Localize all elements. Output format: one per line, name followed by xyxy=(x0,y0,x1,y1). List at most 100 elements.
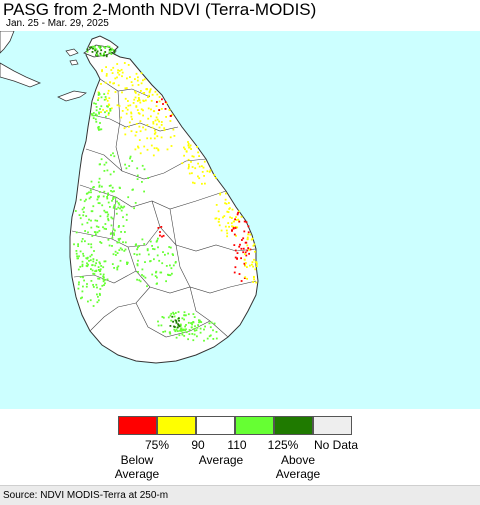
anomaly-pixel xyxy=(113,51,116,54)
anomaly-pixel xyxy=(144,128,147,131)
anomaly-pixel xyxy=(98,292,101,295)
legend-swatch-no-data xyxy=(313,416,352,435)
anomaly-pixel xyxy=(97,196,100,199)
anomaly-pixel xyxy=(156,118,159,121)
legend-category-average: Average xyxy=(186,453,256,467)
anomaly-pixel xyxy=(137,259,139,262)
anomaly-pixel xyxy=(118,70,121,72)
anomaly-pixel xyxy=(111,263,114,265)
legend-average-line1: Average xyxy=(198,453,244,467)
anomaly-pixel xyxy=(149,137,152,140)
anomaly-pixel xyxy=(171,253,174,255)
anomaly-pixel xyxy=(103,170,106,172)
legend-swatch-75-90 xyxy=(157,416,196,435)
anomaly-pixel xyxy=(198,321,200,324)
anomaly-pixel xyxy=(137,93,140,96)
anomaly-pixel xyxy=(196,335,198,338)
anomaly-pixel xyxy=(107,113,110,116)
anomaly-pixel xyxy=(226,235,228,238)
anomaly-pixel xyxy=(185,331,188,334)
anomaly-pixel xyxy=(93,102,95,105)
anomaly-pixel xyxy=(94,118,97,121)
anomaly-pixel xyxy=(138,279,141,282)
anomaly-pixel xyxy=(232,220,235,223)
anomaly-pixel xyxy=(158,126,161,129)
anomaly-pixel xyxy=(134,96,137,99)
anomaly-pixel xyxy=(185,328,187,331)
anomaly-pixel xyxy=(192,181,194,184)
anomaly-pixel xyxy=(208,322,211,325)
anomaly-pixel xyxy=(156,101,158,103)
anomaly-pixel xyxy=(105,66,107,68)
anomaly-pixel xyxy=(170,312,173,315)
anomaly-pixel xyxy=(96,301,99,304)
anomaly-pixel xyxy=(219,193,221,196)
anomaly-pixel xyxy=(140,90,142,92)
anomaly-pixel xyxy=(173,328,176,331)
anomaly-pixel xyxy=(106,196,108,198)
anomaly-pixel xyxy=(124,97,127,100)
anomaly-pixel xyxy=(190,161,192,163)
anomaly-pixel xyxy=(102,273,105,276)
anomaly-pixel xyxy=(117,69,119,72)
anomaly-pixel xyxy=(115,212,118,215)
anomaly-pixel xyxy=(95,233,97,236)
anomaly-pixel xyxy=(120,231,122,233)
anomaly-pixel xyxy=(120,68,123,71)
anomaly-pixel xyxy=(107,219,110,222)
anomaly-pixel xyxy=(102,275,104,278)
anomaly-pixel xyxy=(192,339,195,342)
anomaly-pixel xyxy=(249,233,252,236)
anomaly-pixel xyxy=(160,324,163,327)
anomaly-pixel xyxy=(108,45,111,48)
anomaly-pixel xyxy=(256,265,258,268)
anomaly-pixel xyxy=(191,326,193,329)
anomaly-pixel xyxy=(98,202,101,205)
anomaly-pixel xyxy=(217,220,220,223)
anomaly-pixel xyxy=(91,113,93,115)
anomaly-pixel xyxy=(250,238,253,241)
anomaly-pixel xyxy=(108,104,111,106)
anomaly-pixel xyxy=(185,324,187,326)
anomaly-pixel xyxy=(90,243,93,246)
anomaly-pixel xyxy=(152,248,154,250)
anomaly-pixel xyxy=(111,190,114,193)
anomaly-pixel xyxy=(104,211,107,214)
anomaly-pixel xyxy=(125,219,128,221)
anomaly-pixel xyxy=(86,265,89,268)
anomaly-pixel xyxy=(80,240,83,243)
anomaly-pixel xyxy=(198,319,200,322)
legend-swatch-below-75 xyxy=(118,416,157,435)
anomaly-pixel xyxy=(181,162,184,165)
sri-lanka-map[interactable] xyxy=(0,31,480,409)
anomaly-pixel xyxy=(123,127,126,130)
anomaly-pixel xyxy=(156,282,158,285)
anomaly-pixel xyxy=(169,264,171,267)
anomaly-pixel xyxy=(224,225,227,228)
anomaly-pixel xyxy=(96,54,99,57)
anomaly-pixel xyxy=(95,259,98,262)
anomaly-pixel xyxy=(236,213,239,216)
anomaly-pixel xyxy=(159,234,161,237)
anomaly-pixel xyxy=(111,199,113,202)
anomaly-pixel xyxy=(135,105,138,107)
anomaly-pixel xyxy=(95,52,98,54)
anomaly-pixel xyxy=(91,235,94,237)
anomaly-pixel xyxy=(98,229,101,232)
anomaly-pixel xyxy=(151,126,154,129)
anomaly-pixel xyxy=(246,249,249,252)
anomaly-pixel xyxy=(105,228,107,230)
anomaly-pixel xyxy=(95,120,98,123)
anomaly-pixel xyxy=(93,250,95,252)
anomaly-pixel xyxy=(184,329,186,332)
anomaly-pixel xyxy=(141,164,144,167)
anomaly-pixel xyxy=(92,117,95,119)
anomaly-pixel xyxy=(231,208,234,211)
anomaly-pixel xyxy=(99,273,102,276)
map-panel[interactable] xyxy=(0,31,480,409)
anomaly-pixel xyxy=(134,78,136,80)
anomaly-pixel xyxy=(110,48,113,51)
anomaly-pixel xyxy=(134,148,137,151)
anomaly-pixel xyxy=(142,275,145,278)
anomaly-pixel xyxy=(115,254,117,256)
